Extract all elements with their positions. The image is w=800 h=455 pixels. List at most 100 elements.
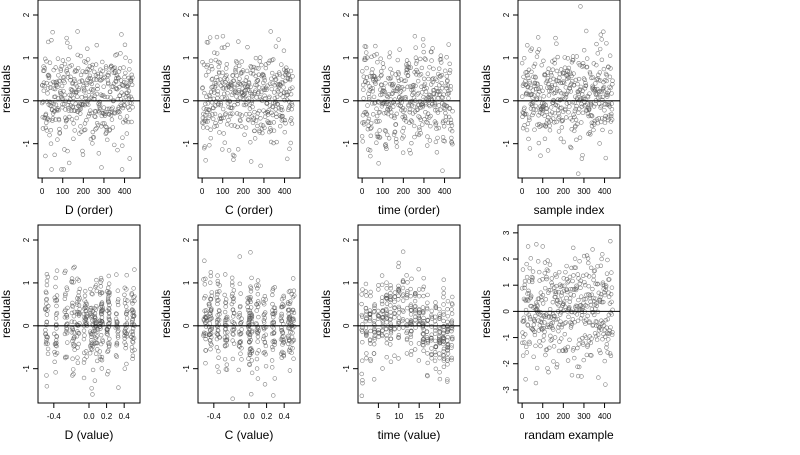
data-point — [383, 128, 389, 134]
data-point — [239, 59, 244, 64]
data-point — [239, 113, 245, 118]
data-point — [578, 87, 583, 92]
data-point — [365, 126, 371, 132]
data-point — [571, 112, 576, 117]
data-point — [268, 120, 273, 125]
data-point — [435, 107, 440, 113]
data-point — [408, 352, 414, 358]
data-point — [408, 65, 413, 70]
data-point — [387, 76, 392, 82]
data-point — [369, 54, 374, 60]
data-point — [576, 76, 582, 82]
data-point — [95, 74, 100, 79]
data-point — [239, 357, 244, 362]
data-point — [437, 351, 442, 356]
data-point — [553, 289, 559, 295]
data-point — [521, 74, 526, 80]
data-point — [578, 4, 583, 9]
data-point — [249, 313, 255, 319]
data-point — [433, 139, 439, 145]
data-point — [214, 295, 220, 300]
data-point — [241, 102, 247, 108]
y-tick-label: 2 — [342, 12, 351, 17]
data-point — [86, 75, 91, 81]
data-point — [231, 332, 236, 337]
data-point — [207, 108, 212, 113]
data-point — [215, 318, 220, 323]
data-point — [597, 88, 602, 94]
data-point — [222, 318, 228, 323]
data-point — [231, 78, 237, 83]
data-point — [443, 114, 449, 120]
data-point — [208, 308, 213, 313]
data-point — [563, 92, 568, 98]
data-point — [290, 330, 295, 336]
y-axis-label: residuals — [319, 290, 333, 338]
data-point — [51, 67, 56, 73]
data-point — [208, 346, 213, 352]
data-point — [256, 348, 261, 353]
data-point — [424, 86, 429, 91]
data-point — [109, 117, 115, 122]
data-point — [412, 34, 418, 39]
data-point — [408, 293, 413, 299]
data-point — [597, 70, 603, 75]
data-point — [360, 358, 365, 363]
data-point — [53, 102, 59, 107]
data-point — [104, 130, 109, 135]
data-point — [289, 101, 294, 106]
data-point — [44, 312, 50, 317]
data-point — [59, 167, 64, 172]
data-point — [238, 82, 243, 87]
data-point — [445, 319, 450, 324]
data-point — [122, 340, 127, 345]
data-point — [388, 97, 393, 102]
data-point — [115, 335, 121, 340]
data-point — [104, 128, 110, 133]
data-point — [591, 87, 596, 93]
data-point — [593, 296, 598, 301]
data-point — [55, 84, 60, 89]
data-point — [388, 314, 394, 319]
data-point — [271, 120, 277, 125]
data-point — [94, 340, 99, 346]
data-point — [261, 318, 267, 323]
data-point — [201, 333, 206, 338]
data-point — [203, 101, 208, 107]
data-point — [247, 88, 252, 93]
data-point — [537, 339, 542, 344]
data-point — [525, 244, 531, 249]
data-point — [448, 84, 453, 89]
data-point — [406, 103, 411, 109]
data-point — [581, 253, 587, 259]
data-point — [221, 131, 226, 136]
data-point — [545, 366, 550, 371]
data-point — [438, 53, 444, 58]
data-point — [209, 290, 214, 295]
x-tick-label: 300 — [257, 187, 271, 196]
data-point — [576, 276, 581, 281]
data-point — [222, 343, 228, 348]
data-point — [541, 312, 547, 318]
data-point — [66, 160, 72, 166]
data-point — [581, 63, 586, 69]
data-point — [217, 60, 223, 65]
data-point — [420, 331, 425, 336]
data-point — [238, 339, 243, 344]
y-tick-label: -2 — [502, 360, 511, 368]
data-point — [54, 350, 60, 356]
data-point — [540, 277, 545, 282]
data-point — [64, 330, 70, 336]
data-point — [249, 275, 254, 281]
data-point — [257, 130, 262, 135]
data-point — [227, 113, 233, 119]
data-point — [63, 307, 68, 312]
data-point — [371, 112, 376, 117]
data-point — [425, 360, 430, 366]
data-point — [393, 122, 398, 127]
data-point — [404, 351, 410, 356]
data-point — [272, 376, 277, 381]
data-point — [96, 151, 102, 156]
data-point — [532, 329, 537, 335]
